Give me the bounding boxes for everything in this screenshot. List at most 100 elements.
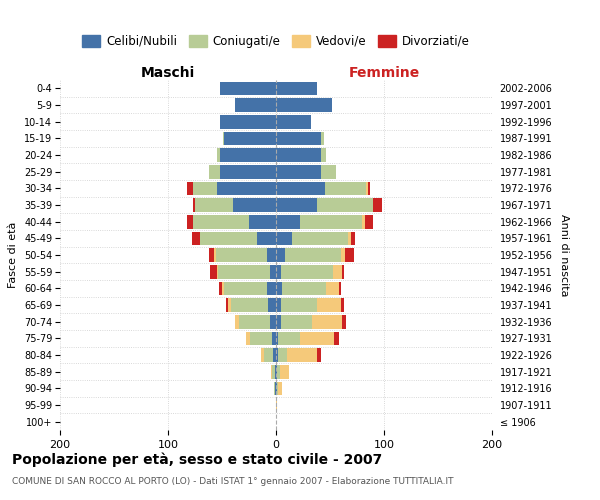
Bar [345,248,354,262]
Bar [269,315,276,328]
Bar [276,315,281,328]
Bar [249,215,276,228]
Bar [276,282,283,295]
Legend: Celibi/Nubili, Coniugati/e, Vedovi/e, Divorziati/e: Celibi/Nubili, Coniugati/e, Vedovi/e, Di… [77,30,475,52]
Bar [193,182,217,195]
Bar [187,215,193,228]
Bar [268,282,276,295]
Bar [195,198,233,212]
Bar [271,365,272,378]
Y-axis label: Anni di nascita: Anni di nascita [559,214,569,296]
Bar [268,248,276,262]
Text: Popolazione per età, sesso e stato civile - 2007: Popolazione per età, sesso e stato civil… [12,452,382,467]
Bar [275,365,276,378]
Bar [235,315,239,328]
Bar [224,132,276,145]
Bar [217,148,220,162]
Bar [226,298,229,312]
Bar [273,348,276,362]
Bar [326,282,338,295]
Bar [192,232,200,245]
Bar [278,332,300,345]
Text: COMUNE DI SAN ROCCO AL PORTO (LO) - Dati ISTAT 1° gennaio 2007 - Elaborazione TU: COMUNE DI SAN ROCCO AL PORTO (LO) - Dati… [12,478,454,486]
Bar [325,182,365,195]
Bar [209,248,214,262]
Bar [350,232,355,245]
Bar [272,365,275,378]
Bar [281,315,311,328]
Bar [342,315,346,328]
Bar [284,248,341,262]
Bar [276,115,311,128]
Bar [338,282,341,295]
Bar [239,315,269,328]
Bar [215,248,268,262]
Bar [368,182,370,195]
Bar [287,348,317,362]
Bar [276,382,277,395]
Bar [322,132,323,145]
Y-axis label: Fasce di età: Fasce di età [8,222,19,288]
Bar [276,398,277,412]
Bar [317,198,373,212]
Bar [187,182,193,195]
Bar [317,348,322,362]
Bar [276,82,317,95]
Bar [322,148,326,162]
Bar [269,265,276,278]
Bar [230,298,268,312]
Bar [217,182,276,195]
Bar [276,365,277,378]
Bar [217,265,218,278]
Bar [283,282,326,295]
Bar [281,265,333,278]
Bar [276,348,278,362]
Bar [276,198,317,212]
Bar [223,132,224,145]
Text: Maschi: Maschi [141,66,195,80]
Bar [342,265,344,278]
Bar [333,265,342,278]
Bar [276,165,322,178]
Text: Femmine: Femmine [349,66,419,80]
Bar [275,382,276,395]
Bar [222,282,224,295]
Bar [264,348,273,362]
Bar [250,332,272,345]
Bar [210,265,217,278]
Bar [322,165,337,178]
Bar [292,232,349,245]
Bar [278,348,287,362]
Bar [276,182,325,195]
Bar [277,365,280,378]
Bar [334,332,338,345]
Bar [277,382,278,395]
Bar [261,348,264,362]
Bar [300,215,362,228]
Bar [276,265,281,278]
Bar [276,232,292,245]
Bar [280,365,289,378]
Bar [317,298,341,312]
Bar [224,282,268,295]
Bar [219,282,222,295]
Bar [257,232,276,245]
Bar [281,298,317,312]
Bar [229,298,230,312]
Bar [349,232,350,245]
Bar [373,198,382,212]
Bar [220,165,276,178]
Bar [362,215,365,228]
Bar [276,332,278,345]
Bar [276,132,322,145]
Bar [276,215,300,228]
Bar [365,215,373,228]
Bar [268,298,276,312]
Bar [233,198,276,212]
Bar [193,198,195,212]
Bar [246,332,250,345]
Bar [276,98,332,112]
Bar [209,165,220,178]
Bar [278,382,283,395]
Bar [220,82,276,95]
